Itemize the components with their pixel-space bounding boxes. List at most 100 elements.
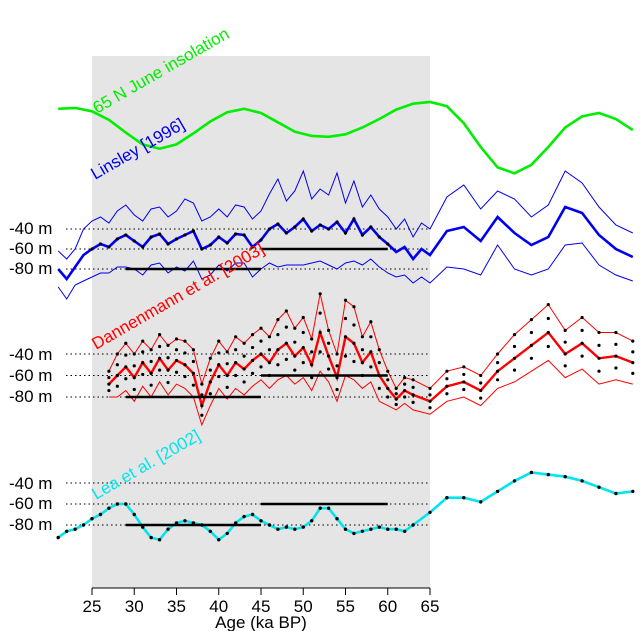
dannenmann-point bbox=[183, 339, 187, 343]
dannenmann-point bbox=[242, 367, 246, 371]
dannenmann-point bbox=[267, 348, 272, 352]
dannenmann-point bbox=[318, 350, 322, 354]
lea-point bbox=[318, 506, 322, 510]
x-tick-label-35: 35 bbox=[167, 597, 186, 616]
x-tick-label-45: 45 bbox=[252, 597, 271, 616]
dannenmann-point bbox=[158, 368, 162, 372]
dannenmann-point bbox=[208, 368, 212, 372]
dannenmann-point bbox=[597, 356, 601, 360]
dannenmann-point bbox=[394, 402, 398, 407]
dannenmann-point bbox=[141, 339, 145, 343]
dannenmann-point bbox=[250, 345, 255, 350]
dannenmann-point bbox=[428, 399, 432, 403]
dannenmann-point bbox=[512, 356, 517, 360]
dannenmann-point bbox=[496, 369, 500, 373]
dannenmann-point bbox=[631, 350, 635, 354]
dannenmann-point bbox=[386, 386, 390, 390]
lea-point bbox=[546, 472, 550, 477]
dannenmann-point bbox=[234, 373, 238, 378]
dannenmann-point bbox=[293, 340, 297, 344]
linsley-point bbox=[174, 237, 179, 241]
dannenmann-point bbox=[343, 335, 348, 339]
dannenmann-point bbox=[166, 343, 170, 347]
linsley-point bbox=[352, 217, 356, 221]
linsley-point bbox=[327, 227, 331, 231]
dannenmann-point bbox=[234, 361, 238, 365]
dannenmann-point bbox=[174, 358, 179, 363]
dannenmann-point bbox=[614, 366, 618, 370]
dannenmann-point bbox=[158, 333, 162, 337]
dannenmann-point bbox=[310, 350, 314, 354]
dannenmann-point bbox=[327, 341, 331, 345]
lea-point bbox=[191, 521, 196, 525]
dannenmann-series bbox=[107, 292, 635, 427]
dannenmann-point bbox=[318, 330, 322, 335]
dannenmann-point bbox=[284, 325, 288, 329]
dannenmann-point bbox=[234, 335, 238, 339]
dannenmann-point bbox=[394, 392, 398, 396]
dannenmann-lower-band bbox=[108, 359, 633, 427]
dannenmann-point bbox=[217, 374, 221, 379]
dannenmann-point bbox=[496, 361, 500, 365]
dannenmann-point bbox=[318, 311, 322, 315]
lea-point bbox=[115, 502, 120, 506]
dannenmann-point bbox=[124, 365, 128, 369]
dannenmann-point bbox=[360, 348, 364, 352]
lea-point bbox=[377, 525, 381, 529]
dannenmann-point bbox=[250, 358, 255, 363]
dannenmann-point bbox=[614, 342, 618, 346]
lea-point bbox=[64, 529, 69, 533]
dannenmann-point bbox=[403, 376, 407, 380]
dannenmann-point bbox=[225, 385, 229, 389]
linsley-point bbox=[234, 232, 238, 236]
dannenmann-point bbox=[445, 384, 449, 388]
linsley-point bbox=[132, 239, 136, 243]
dannenmann-point bbox=[141, 361, 145, 365]
linsley-point bbox=[318, 223, 322, 227]
lea-point bbox=[98, 512, 103, 517]
lea-point bbox=[166, 527, 170, 531]
dannenmann-point bbox=[369, 365, 373, 369]
level-label-linsley-80: -80 m bbox=[9, 259, 52, 278]
dannenmann-point bbox=[183, 363, 187, 367]
dannenmann-point bbox=[301, 361, 305, 365]
dannenmann-point bbox=[529, 330, 534, 335]
dannenmann-point bbox=[166, 368, 170, 372]
dannenmann-point bbox=[242, 341, 246, 345]
dannenmann-point bbox=[631, 339, 635, 343]
dannenmann-point bbox=[377, 348, 381, 352]
dannenmann-point bbox=[124, 377, 128, 381]
dannenmann-point bbox=[428, 406, 432, 410]
dannenmann-point bbox=[259, 365, 263, 369]
linsley-point bbox=[149, 235, 153, 239]
lea-point bbox=[352, 531, 356, 536]
dannenmann-point bbox=[191, 348, 195, 352]
lea-point bbox=[73, 527, 77, 531]
linsley-point bbox=[183, 233, 187, 237]
dannenmann-point bbox=[563, 352, 567, 356]
lea-point bbox=[411, 523, 415, 527]
dannenmann-point bbox=[512, 333, 517, 337]
dannenmann-point bbox=[242, 354, 246, 358]
dannenmann-point bbox=[352, 323, 356, 327]
dannenmann-point bbox=[563, 328, 567, 332]
lea-point bbox=[631, 489, 635, 494]
lea-point bbox=[597, 485, 601, 489]
lea-point bbox=[293, 527, 297, 531]
lea-point bbox=[369, 527, 373, 531]
dannenmann-point bbox=[343, 316, 348, 321]
dannenmann-point bbox=[352, 341, 356, 345]
dannenmann-point bbox=[597, 330, 601, 335]
dannenmann-point bbox=[335, 352, 339, 356]
dannenmann-point bbox=[276, 348, 280, 352]
dannenmann-point bbox=[183, 374, 187, 379]
dannenmann-point bbox=[327, 328, 331, 332]
lea-point bbox=[183, 519, 187, 523]
dannenmann-point bbox=[546, 316, 550, 321]
lea-point bbox=[326, 506, 331, 510]
dannenmann-point bbox=[445, 369, 449, 373]
linsley-point bbox=[369, 225, 373, 229]
dannenmann-point bbox=[411, 400, 415, 404]
dannenmann-point bbox=[149, 383, 153, 387]
